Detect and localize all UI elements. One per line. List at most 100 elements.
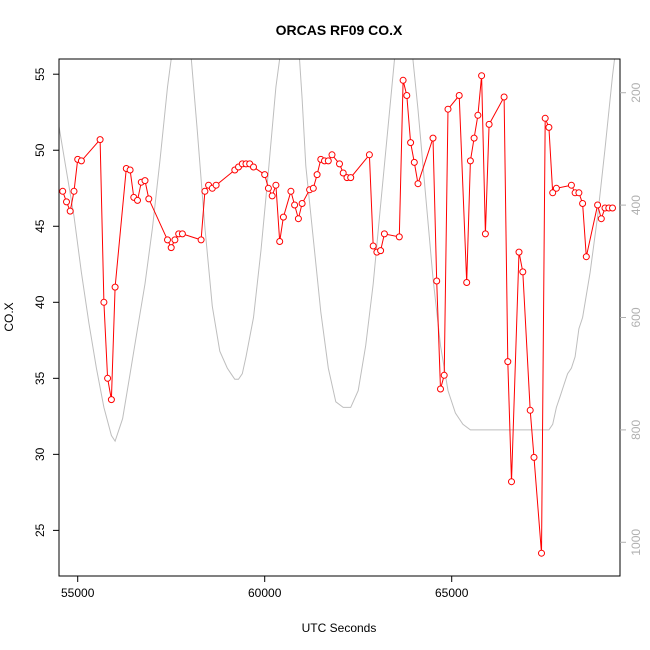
chart-title: ORCAS RF09 CO.X xyxy=(276,22,403,38)
y-tick-label: 50 xyxy=(33,143,47,157)
data-point xyxy=(500,93,508,101)
data-point xyxy=(481,230,489,238)
data-point xyxy=(250,163,257,171)
data-point xyxy=(466,157,474,165)
data-point xyxy=(444,105,452,113)
data-point xyxy=(212,181,220,189)
data-point xyxy=(126,166,134,174)
data-point xyxy=(134,196,141,204)
data-point xyxy=(567,181,575,189)
series-line xyxy=(62,75,613,554)
data-point xyxy=(545,123,553,131)
primary-series-layer xyxy=(59,72,616,557)
data-point xyxy=(347,174,355,182)
data-point xyxy=(77,157,85,165)
data-point xyxy=(470,134,478,142)
data-point xyxy=(463,279,471,286)
y-tick-label: 55 xyxy=(33,67,47,81)
data-point xyxy=(111,283,119,291)
data-point xyxy=(530,453,538,461)
data-point xyxy=(261,171,269,179)
data-point xyxy=(294,215,302,223)
right-tick-label: 800 xyxy=(629,420,643,440)
data-point xyxy=(336,160,343,168)
data-point xyxy=(395,233,403,241)
data-point xyxy=(437,385,444,393)
data-point xyxy=(429,134,437,142)
data-point xyxy=(309,184,317,192)
data-point xyxy=(414,180,422,188)
data-point xyxy=(70,187,78,195)
data-point xyxy=(538,549,545,557)
data-point xyxy=(145,195,153,203)
data-point xyxy=(141,177,149,185)
data-point xyxy=(291,201,299,209)
data-point xyxy=(268,192,276,200)
data-point xyxy=(328,151,336,159)
data-point xyxy=(339,169,347,177)
data-point xyxy=(107,396,115,404)
data-point xyxy=(380,230,388,238)
y-tick-label: 30 xyxy=(33,447,47,461)
data-point xyxy=(279,213,287,221)
data-point xyxy=(377,247,385,255)
plot-area xyxy=(59,59,616,557)
data-point xyxy=(100,298,108,306)
y-tick-label: 40 xyxy=(33,295,47,309)
data-point xyxy=(201,187,209,195)
secondary-series-line xyxy=(59,59,616,443)
data-point xyxy=(96,136,104,144)
data-point xyxy=(403,92,411,99)
data-point xyxy=(594,201,602,209)
data-point xyxy=(324,157,332,165)
data-point xyxy=(410,158,418,166)
x-tick-label: 55000 xyxy=(61,586,95,600)
data-point xyxy=(264,184,272,192)
data-point xyxy=(369,242,377,250)
data-point xyxy=(609,204,616,212)
plot-frame xyxy=(58,58,621,577)
y-axis: 25 30 35 40 45 50 55 xyxy=(33,67,59,537)
data-point xyxy=(582,253,590,261)
data-point xyxy=(272,181,280,189)
right-axis: 200 400 600 800 1000 xyxy=(620,82,643,556)
data-point xyxy=(287,187,295,195)
x-tick-label: 60000 xyxy=(248,586,282,600)
secondary-series-layer xyxy=(59,59,616,443)
data-point xyxy=(197,236,205,244)
x-axis: 55000 60000 65000 xyxy=(61,576,469,600)
data-point xyxy=(455,92,463,99)
y-tick-label: 45 xyxy=(33,219,47,233)
data-point xyxy=(399,76,407,84)
right-tick-label: 200 xyxy=(629,82,643,102)
data-point xyxy=(167,244,175,252)
y-tick-label: 25 xyxy=(33,523,47,537)
right-tick-label: 600 xyxy=(629,307,643,327)
data-point xyxy=(485,120,493,128)
data-point xyxy=(104,374,112,382)
data-point xyxy=(579,200,587,207)
data-point xyxy=(597,215,605,223)
data-point xyxy=(549,189,557,197)
data-point xyxy=(433,277,441,285)
data-point xyxy=(178,230,186,238)
data-point xyxy=(59,187,67,195)
data-point xyxy=(575,189,583,197)
data-point xyxy=(298,200,306,207)
right-tick-label: 1000 xyxy=(629,529,643,556)
data-point xyxy=(164,236,171,244)
data-point xyxy=(276,238,284,245)
data-point xyxy=(515,248,523,256)
data-point xyxy=(66,207,74,215)
data-point xyxy=(313,171,321,179)
data-point xyxy=(171,236,179,244)
right-tick-label: 400 xyxy=(629,195,643,215)
data-point xyxy=(541,114,549,122)
data-point xyxy=(526,406,534,414)
x-tick-label: 65000 xyxy=(435,586,469,600)
y-axis-label: CO.X xyxy=(2,302,16,331)
data-point xyxy=(365,151,373,159)
x-axis-label: UTC Seconds xyxy=(302,621,377,635)
data-point xyxy=(519,268,527,276)
